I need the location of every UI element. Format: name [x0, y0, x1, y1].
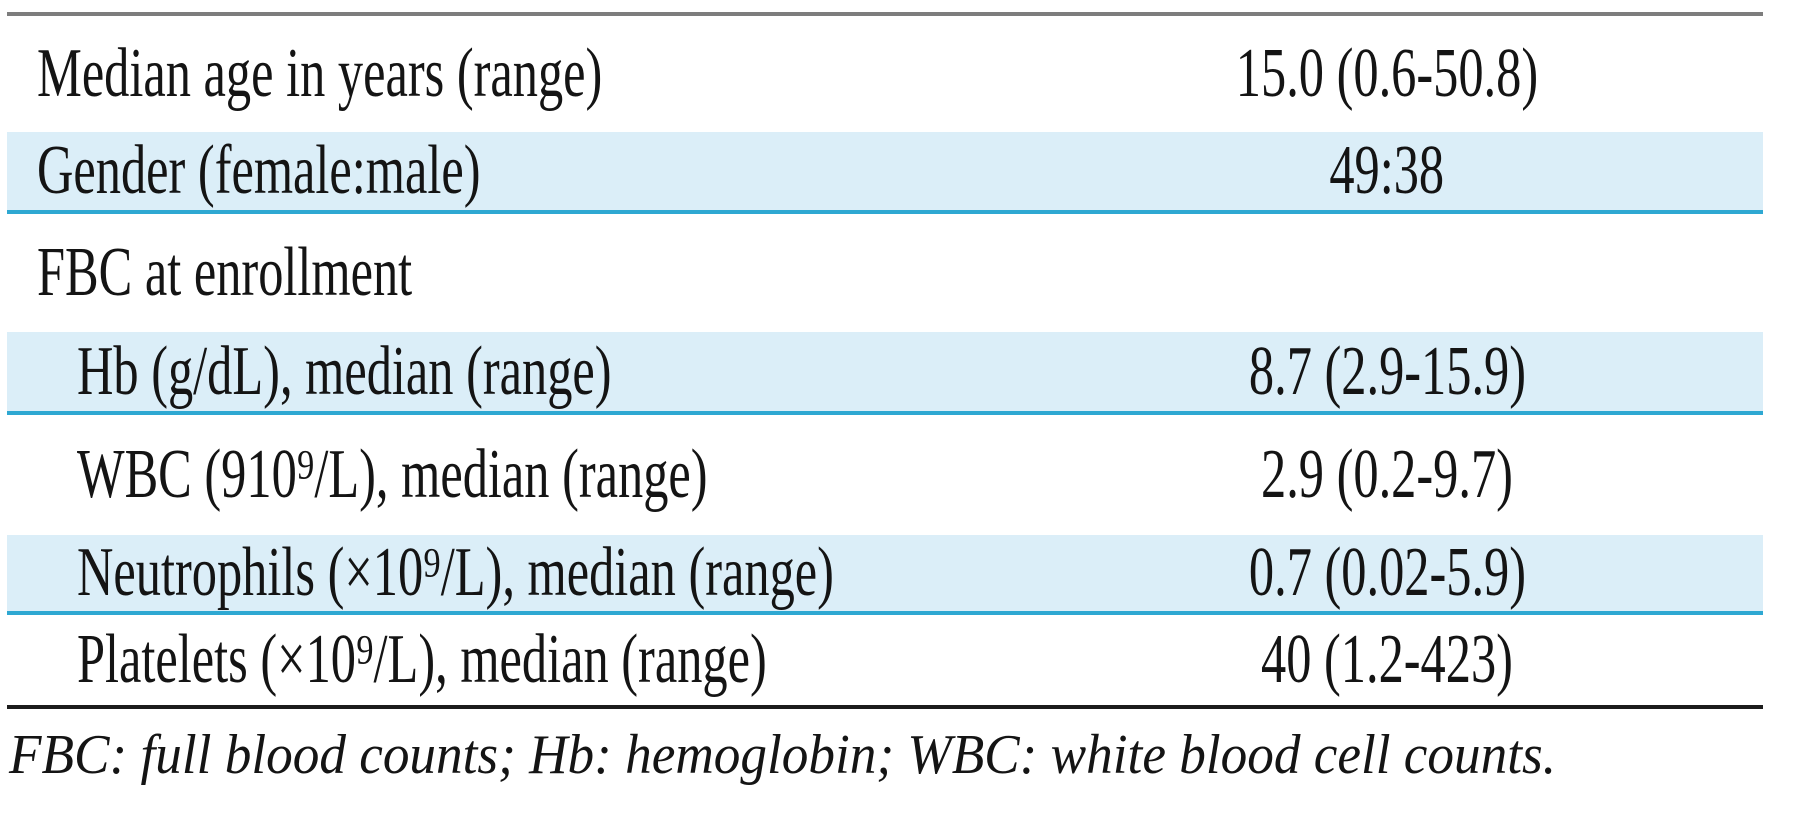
row-label: Neutrophils (×10⁹/L), median (range) [77, 534, 834, 611]
row-value: 0.7 (0.02-5.9) [1248, 534, 1526, 611]
row-label: Median age in years (range) [37, 35, 603, 112]
row-label: WBC (910⁹/L), median (range) [77, 436, 708, 513]
row-value: 15.0 (0.6-50.8) [1235, 35, 1539, 112]
row-value: 49:38 [1329, 132, 1445, 209]
table-footnote: FBC: full blood counts; Hb: hemoglobin; … [9, 724, 1557, 786]
row-label: Hb (g/dL), median (range) [77, 332, 612, 410]
table-row-gender: Gender (female:male) 49:38 [7, 132, 1763, 214]
characteristics-table: Median age in years (range) 15.0 (0.6-50… [7, 12, 1763, 787]
row-label: Gender (female:male) [37, 132, 481, 209]
section-label: FBC at enrollment [37, 234, 413, 311]
row-label: Platelets (×10⁹/L), median (range) [77, 621, 767, 698]
table-row-wbc: WBC (910⁹/L), median (range) 2.9 (0.2-9.… [7, 415, 1763, 535]
row-value: 2.9 (0.2-9.7) [1261, 436, 1513, 513]
row-value [1007, 238, 1767, 308]
row-value: 40 (1.2-423) [1261, 621, 1513, 698]
row-value: 8.7 (2.9-15.9) [1248, 332, 1526, 410]
table-row-fbc-section: FBC at enrollment [7, 214, 1763, 332]
table-bottom-rule [7, 705, 1763, 709]
table-row-neutrophils: Neutrophils (×10⁹/L), median (range) 0.7… [7, 535, 1763, 615]
table-row-median-age: Median age in years (range) 15.0 (0.6-50… [7, 16, 1763, 132]
table-row-hb: Hb (g/dL), median (range) 8.7 (2.9-15.9) [7, 332, 1763, 415]
table-row-platelets: Platelets (×10⁹/L), median (range) 40 (1… [7, 615, 1763, 705]
table-top-rule [7, 12, 1763, 16]
